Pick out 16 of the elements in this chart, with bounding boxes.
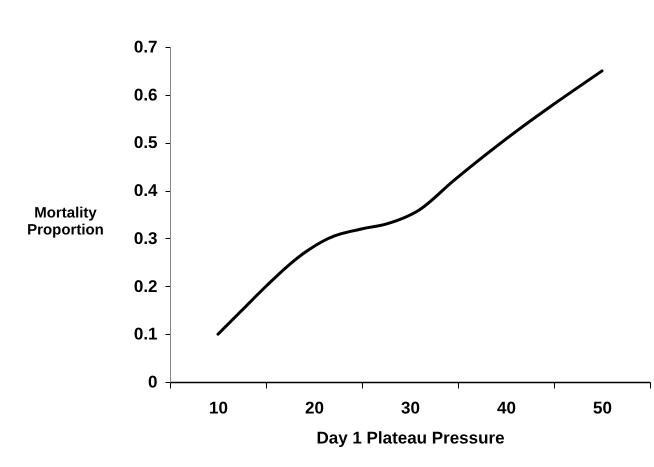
y-tick-label: 0.2: [134, 276, 158, 296]
y-axis-title: Mortality Proportion: [27, 204, 104, 238]
y-tick-label: 0: [148, 372, 158, 392]
y-tick-label: 0.5: [134, 133, 158, 152]
y-tick-label: 0.7: [134, 38, 158, 56]
x-tick-label: 10: [209, 398, 228, 418]
y-tick-label: 0.4: [134, 181, 158, 200]
y-tick-label: 0.1: [134, 324, 158, 344]
x-tick-label: 20: [305, 398, 324, 418]
x-tick-label: 30: [401, 398, 420, 418]
line-series: [216, 69, 604, 336]
y-tick-label: 0.3: [134, 228, 158, 248]
y-tick-label: 0.6: [134, 85, 158, 104]
x-axis-title: Day 1 Plateau Pressure: [316, 428, 505, 448]
x-tick-label: 40: [497, 398, 516, 418]
x-tick-label: 50: [593, 398, 612, 418]
